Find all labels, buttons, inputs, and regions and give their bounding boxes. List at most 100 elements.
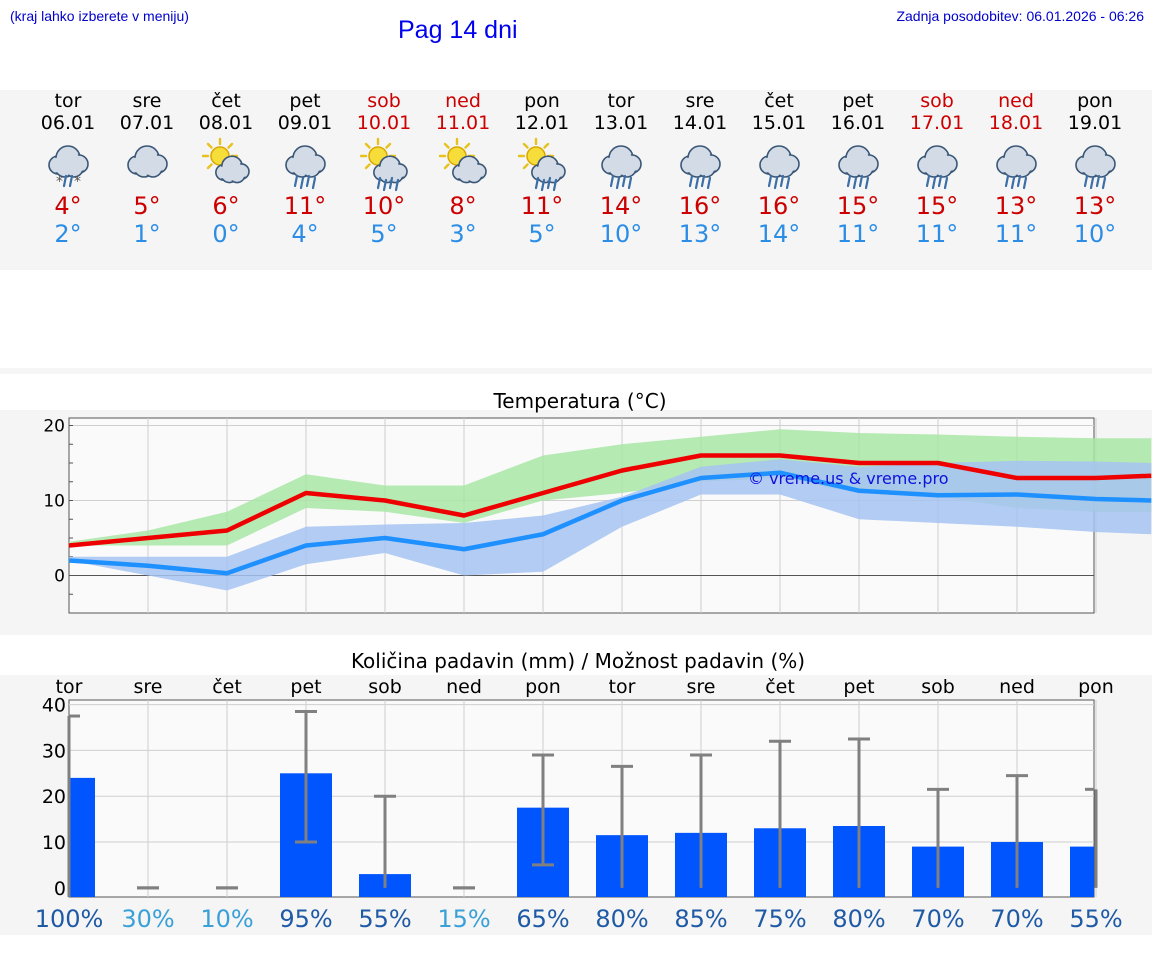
day-date: 15.01 — [751, 112, 807, 134]
x-tick-label: sob — [368, 676, 402, 698]
max-temp: 13° — [994, 192, 1038, 220]
max-temp: 11° — [283, 192, 327, 220]
day-date: 18.01 — [988, 112, 1044, 134]
last-updated: Zadnja posodobitev: 06.01.2026 - 06:26 — [896, 8, 1144, 24]
precip-probability: 80% — [595, 905, 648, 933]
svg-text:*: * — [74, 174, 81, 190]
day-name: tor — [54, 90, 82, 112]
rain-icon — [759, 145, 800, 190]
min-temp: 1° — [133, 220, 161, 248]
max-temp: 6° — [212, 192, 240, 220]
y-tick-label: 0 — [54, 878, 66, 900]
error-whisker — [374, 794, 396, 888]
precip-probability: 85% — [674, 905, 727, 933]
day-column: pon 12.01 11° 5° — [502, 90, 582, 248]
day-date: 11.01 — [435, 112, 491, 134]
chart-title: Količina padavin (mm) / Možnost padavin … — [351, 649, 805, 673]
max-temp: 16° — [757, 192, 801, 220]
max-temp: 14° — [599, 192, 643, 220]
day-forecast-strip: tor 06.01 * * 4° 2° sre 07.01 5° 1° čet 08.01 6° 0° pe… — [0, 90, 1152, 270]
max-temp: 5° — [133, 192, 161, 220]
day-name: pon — [1077, 90, 1113, 112]
max-temp: 4° — [54, 192, 82, 220]
precip-probability: 55% — [358, 905, 411, 933]
max-temp: 8° — [449, 192, 477, 220]
day-name: ned — [445, 90, 481, 112]
sun-cloud-rain-icon — [517, 137, 566, 192]
day-name: pet — [289, 90, 321, 112]
day-date: 19.01 — [1067, 112, 1123, 134]
precip-probability: 70% — [911, 905, 964, 933]
precip-probability: 75% — [753, 905, 806, 933]
x-tick-label: pet — [843, 676, 874, 698]
precip-bar — [1070, 846, 1094, 897]
x-tick-label: tor — [609, 676, 636, 698]
precip-probability: 70% — [990, 905, 1043, 933]
y-tick-label: 20 — [43, 417, 65, 437]
day-date: 12.01 — [514, 112, 570, 134]
rain-icon — [917, 145, 958, 190]
min-temp-line — [68, 470, 1152, 576]
precip-probability: 65% — [516, 905, 569, 933]
x-tick-label: sre — [134, 676, 163, 698]
precipitation-chart: Količina padavin (mm) / Možnost padavin … — [35, 649, 1123, 933]
min-temp: 5° — [528, 220, 556, 248]
error-whisker — [1085, 787, 1098, 888]
sun-cloud-icon — [438, 137, 487, 184]
temperature-chart: Temperatura (°C) 20 10 0 © vreme.us & vreme.… — [43, 389, 1152, 614]
day-date: 13.01 — [593, 112, 649, 134]
max-temp-line — [68, 453, 1152, 548]
min-temp: 10° — [599, 220, 643, 248]
x-tick-label: sob — [921, 676, 955, 698]
day-column: tor 13.01 14° 10° — [581, 90, 661, 248]
day-column: čet 08.01 6° 0° — [186, 90, 266, 248]
day-column: pon 19.01 13° 10° — [1055, 90, 1135, 248]
day-name: čet — [764, 90, 794, 112]
watermark: © vreme.us & vreme.pro — [748, 469, 949, 488]
day-column: pet 09.01 11° 4° — [265, 90, 345, 248]
max-temp: 15° — [915, 192, 959, 220]
y-tick-label: 10 — [43, 492, 65, 512]
svg-text:*: * — [56, 174, 63, 190]
min-temp: 11° — [836, 220, 880, 248]
day-name: sre — [685, 90, 715, 112]
rain-icon — [838, 145, 879, 190]
chart-title: Temperatura (°C) — [492, 389, 666, 413]
day-date: 06.01 — [40, 112, 96, 134]
min-temp: 5° — [370, 220, 398, 248]
min-temp: 3° — [449, 220, 477, 248]
day-name: čet — [211, 90, 241, 112]
day-name: sob — [920, 90, 954, 112]
error-whisker — [532, 753, 554, 867]
x-tick-label: pet — [290, 676, 321, 698]
x-tick-label: ned — [446, 676, 482, 698]
cloudy-icon — [127, 145, 168, 178]
divider — [0, 368, 1152, 374]
x-tick-label: ned — [999, 676, 1035, 698]
day-date: 17.01 — [909, 112, 965, 134]
precip-probability: 15% — [437, 905, 490, 933]
sun-cloud-icon — [201, 137, 250, 184]
region-note[interactable]: (kraj lahko izberete v meniju) — [10, 8, 189, 24]
max-temp: 11° — [520, 192, 564, 220]
min-temp: 2° — [54, 220, 82, 248]
x-tick-label: pon — [525, 676, 561, 698]
y-tick-label: 30 — [42, 740, 66, 762]
precipitation-panel: Količina padavin (mm) / Možnost padavin … — [0, 649, 1152, 935]
rain-icon — [1075, 145, 1116, 190]
error-whisker — [690, 753, 712, 888]
precip-probability: 30% — [121, 905, 174, 933]
day-name: pet — [842, 90, 874, 112]
day-column: tor 06.01 * * 4° 2° — [28, 90, 108, 248]
y-tick-label: 40 — [42, 695, 66, 717]
precip-probability: 100% — [35, 905, 104, 933]
day-column: ned 18.01 13° 11° — [976, 90, 1056, 248]
day-column: sob 17.01 15° 11° — [897, 90, 977, 248]
day-name: ned — [998, 90, 1034, 112]
rain-icon — [601, 145, 642, 190]
min-temp: 11° — [915, 220, 959, 248]
min-temp: 13° — [678, 220, 722, 248]
rain-icon — [680, 145, 721, 190]
error-whisker — [927, 787, 949, 888]
min-temp: 10° — [1073, 220, 1117, 248]
